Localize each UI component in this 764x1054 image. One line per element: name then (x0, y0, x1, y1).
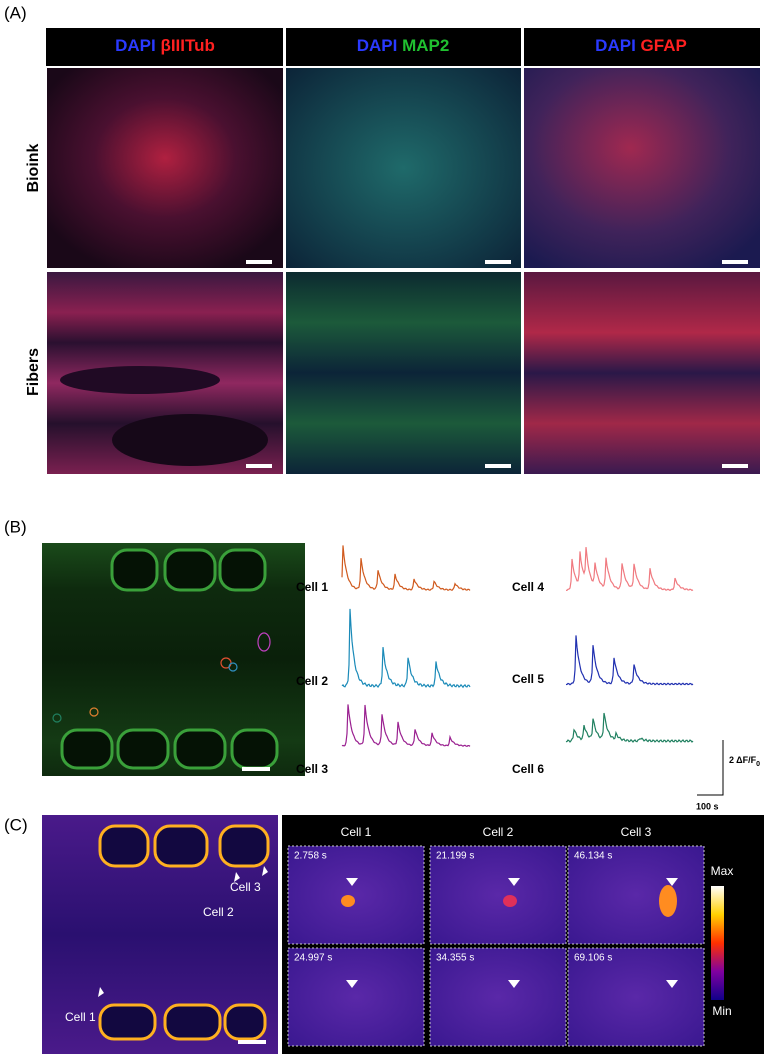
arrowhead (508, 878, 520, 886)
trace (565, 635, 694, 686)
colorbar (711, 886, 724, 1000)
panel-label: (C) (4, 815, 28, 834)
cell-signal (341, 895, 355, 907)
header-bar (46, 28, 760, 66)
tile (567, 947, 705, 1047)
scale-bar (697, 740, 724, 796)
cell-signal (503, 895, 517, 907)
cell-marker-label: Cell 1 (65, 1010, 96, 1024)
tile (429, 845, 567, 945)
stain: βIIITub (160, 36, 214, 55)
trace-label: Cell 1 (296, 580, 328, 594)
tile-header: Cell 3 (621, 825, 652, 839)
timestamp: 24.997 s (294, 953, 332, 964)
column-header: DAPI MAP2 (357, 36, 450, 55)
scale-text: 2 ΔF/F (729, 755, 757, 765)
trace (565, 547, 694, 592)
row-label: Bioink (25, 143, 42, 192)
arrowhead (508, 980, 520, 988)
trace-label: Cell 2 (296, 674, 328, 688)
arrowhead (346, 878, 358, 886)
arrowhead (346, 980, 358, 988)
tile (287, 947, 425, 1047)
trace-label: Cell 6 (512, 762, 544, 776)
trace-label: Cell 5 (512, 672, 544, 686)
stain: DAPI (595, 36, 636, 55)
tile (429, 947, 567, 1047)
column-header: DAPI βIIITub (115, 36, 215, 55)
scale-subscript: 0 (756, 761, 760, 768)
heatmap-image (42, 815, 278, 1054)
arrowhead (666, 878, 678, 886)
timestamp: 69.106 s (574, 953, 612, 964)
trace (341, 608, 471, 689)
trace (341, 704, 471, 747)
colorbar-min: Min (712, 1004, 731, 1018)
trace (341, 545, 471, 592)
timestamp: 34.355 s (436, 953, 474, 964)
tile (567, 845, 705, 945)
micrographs (47, 68, 760, 474)
panel-label: (A) (4, 3, 27, 22)
trace-label: Cell 4 (512, 580, 544, 594)
tile-header: Cell 2 (483, 825, 514, 839)
scale-label: 100 s (696, 801, 719, 811)
stain: DAPI (115, 36, 156, 55)
calcium-image (42, 543, 305, 776)
stain: MAP2 (402, 36, 449, 55)
timestamp: 2.758 s (294, 851, 327, 862)
traces (341, 545, 694, 747)
timestamp: 21.199 s (436, 851, 474, 862)
stain: GFAP (641, 36, 687, 55)
arrowhead (666, 980, 678, 988)
tile (287, 845, 425, 945)
timestamp: 46.134 s (574, 851, 612, 862)
colorbar-max: Max (711, 864, 734, 878)
cell-signal (659, 885, 677, 917)
panel-label: (B) (4, 517, 27, 536)
tile-header: Cell 1 (341, 825, 372, 839)
cell-marker-label: Cell 3 (230, 880, 261, 894)
column-header: DAPI GFAP (595, 36, 687, 55)
cell-marker-label: Cell 2 (203, 905, 234, 919)
tiles: 2.758 s 21.199 s 46.134 s 24.997 s 34.355 s 6… (287, 845, 705, 1047)
scale-label: 2 ΔF/F0 (729, 755, 760, 767)
row-label: Fibers (25, 348, 42, 396)
stain: DAPI (357, 36, 398, 55)
trace-label: Cell 3 (296, 762, 328, 776)
trace (565, 712, 694, 743)
